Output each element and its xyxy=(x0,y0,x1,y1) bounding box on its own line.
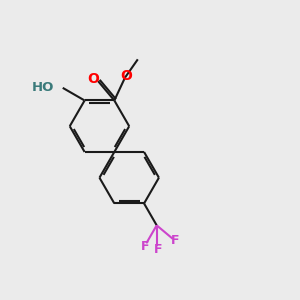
Text: F: F xyxy=(171,234,180,247)
Text: HO: HO xyxy=(32,81,54,94)
Text: F: F xyxy=(140,240,149,253)
Text: O: O xyxy=(121,69,132,83)
Text: F: F xyxy=(154,243,162,256)
Text: O: O xyxy=(88,72,100,86)
